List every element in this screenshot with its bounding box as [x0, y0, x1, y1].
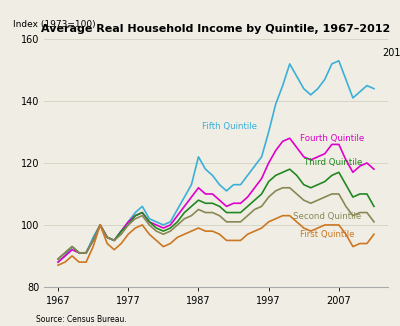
Text: Second Quintile: Second Quintile	[293, 212, 362, 221]
Text: Index (1973=100): Index (1973=100)	[13, 20, 96, 29]
Text: Third Quintile: Third Quintile	[304, 157, 362, 167]
Text: Source: Census Bureau.: Source: Census Bureau.	[36, 315, 127, 324]
Text: First Quintile: First Quintile	[300, 230, 355, 239]
Text: 2012: 2012	[382, 48, 400, 58]
Text: Fifth Quintile: Fifth Quintile	[202, 122, 257, 131]
Text: Fourth Quintile: Fourth Quintile	[300, 134, 364, 143]
Title: Average Real Household Income by Quintile, 1967–2012: Average Real Household Income by Quintil…	[41, 24, 391, 34]
